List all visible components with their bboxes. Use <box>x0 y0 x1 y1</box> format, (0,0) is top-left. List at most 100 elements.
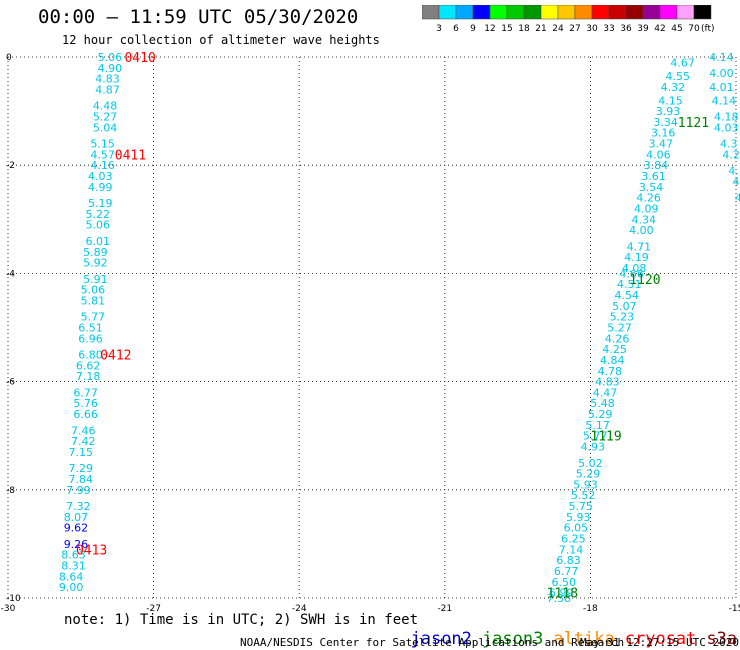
time-label: 0412 <box>100 349 131 364</box>
wave-height-value: 8.31 <box>61 560 86 573</box>
wave-height-value: 5.22 <box>86 208 111 221</box>
colorbar-tick-label: 45 <box>671 24 682 34</box>
colorbar-tick-label: 18 <box>518 24 530 34</box>
wave-height-value: 4.01 <box>709 81 734 94</box>
colorbar-tick-label: 9 <box>470 24 476 34</box>
legend-altika: altika <box>553 629 615 649</box>
wave-height-value: 5.93 <box>573 478 598 491</box>
wave-height-value: 4.34 <box>632 213 657 226</box>
wave-height-value: 6.05 <box>564 522 589 535</box>
colorbar-tick-label: 33 <box>603 24 614 34</box>
wave-height-value: 5.06 <box>81 284 106 297</box>
legend-cryosat: cryosat <box>624 629 697 649</box>
wave-height-value: 6.80 <box>78 349 103 362</box>
wave-height-value: 5.17 <box>585 419 610 432</box>
wave-height-value: 6.83 <box>556 554 581 567</box>
y-tick-label: -6 <box>6 378 15 388</box>
chart-subtitle: 12 hour collection of altimeter wave hei… <box>62 33 380 47</box>
credit-line: NOAA/NESDIS Center for Satellite Applica… <box>240 636 625 649</box>
wave-height-value: 4.06 <box>646 148 671 161</box>
wave-height-value: 4.57 <box>90 148 115 161</box>
wave-height-value: 3.84 <box>644 159 669 172</box>
wave-height-value: 5.07 <box>612 300 637 313</box>
wave-height-value: 6.77 <box>554 565 579 578</box>
chart-title: 00:00 – 11:59 UTC 05/30/2020 <box>38 6 359 28</box>
wave-height-value: 8.64 <box>59 570 84 583</box>
wave-height-value: 6.66 <box>73 408 98 421</box>
time-label: 0413 <box>76 543 107 558</box>
wave-height-value: 9.00 <box>59 581 84 594</box>
wave-height-value: 5.04 <box>93 121 118 134</box>
wave-height-value: 5.91 <box>83 273 108 286</box>
wave-height-value: 4.83 <box>95 73 120 86</box>
wave-height-value: 4.54 <box>615 289 640 302</box>
y-tick-label: -10 <box>6 594 21 604</box>
y-tick-label: 0 <box>6 53 12 63</box>
wave-height-value: 5.02 <box>578 457 603 470</box>
wave-height-value: 7.42 <box>71 435 96 448</box>
wave-height-value: 5.29 <box>576 468 601 481</box>
wave-height-value: 5.81 <box>81 294 106 307</box>
x-tick-label: -27 <box>146 604 161 614</box>
colorbar-tick-label: 42 <box>654 24 665 34</box>
wave-height-value: 8.07 <box>64 511 89 524</box>
wave-height-value: 7.38 <box>547 592 572 605</box>
wave-height-value: 5.92 <box>83 257 108 270</box>
wave-height-value: 4.90 <box>98 62 123 75</box>
wave-height-value: 6.51 <box>78 322 103 335</box>
colorbar-tick-label: 6 <box>453 24 459 34</box>
wave-height-value: 4.78 <box>598 365 623 378</box>
colorbar-tick-label: 15 <box>501 24 512 34</box>
wave-height-value: 7.84 <box>69 473 94 486</box>
y-tick-label: -4 <box>6 269 15 279</box>
wave-height-value: 4.32 <box>661 81 686 94</box>
wave-height-value: 5.77 <box>81 311 106 324</box>
wave-height-value: 7.29 <box>69 462 94 475</box>
legend-jason3: jason3 <box>481 629 544 649</box>
colorbar-tick-label: 30 <box>586 24 598 34</box>
wave-height-value: 7.99 <box>66 484 91 497</box>
wave-height-value: 7.14 <box>559 543 584 556</box>
wave-height-value: 4.55 <box>666 70 691 83</box>
wave-height-value: 6.77 <box>73 386 98 399</box>
time-label: 0411 <box>115 148 146 163</box>
wave-height-value: 7.15 <box>69 446 94 459</box>
wave-height-value: 4.2 <box>722 148 740 161</box>
colorbar-tick-label: 27 <box>569 24 580 34</box>
wave-height-value: 4.66 <box>619 267 644 280</box>
y-tick-label: -8 <box>6 486 15 496</box>
wave-height-value: 5.89 <box>83 246 108 259</box>
time-label: 1119 <box>590 430 621 445</box>
time-label: 0410 <box>124 51 155 66</box>
color-scale-legend: 3 6 9 12 15 18 21 24 27 30 33 36 39 42 45 70 (ft) <box>422 5 715 34</box>
x-tick-label: -24 <box>292 604 307 614</box>
x-tick-label: -21 <box>437 604 452 614</box>
wave-height-value: 6.96 <box>78 332 103 345</box>
wave-height-value: 7.18 <box>76 370 101 383</box>
units-note: note: 1) Time is in UTC; 2) SWH is in fe… <box>64 612 419 628</box>
legend-s3a: s3a <box>706 629 738 649</box>
wave-height-value: 6.99 <box>549 587 574 600</box>
wave-height-value: 5.06 <box>98 51 123 64</box>
wave-height-value: 9.62 <box>64 522 89 535</box>
wave-height-value: 4.00 <box>629 224 654 237</box>
wave-height-value: 3.34 <box>653 116 678 129</box>
colorbar-tick-label: 24 <box>552 24 564 34</box>
wave-height-value: 5.27 <box>93 111 118 124</box>
y-tick-label: -2 <box>6 161 15 171</box>
wave-height-value: 4.14 <box>709 51 734 64</box>
wave-height-value: 5.48 <box>590 397 615 410</box>
satellite-legend: jason2 jason3 altika cryosat s3a <box>390 609 740 649</box>
wave-height-value: 4.26 <box>636 192 661 205</box>
wave-height-value: 5.23 <box>610 311 635 324</box>
wave-height-value: 5.75 <box>568 500 593 513</box>
x-tick-label: -18 <box>583 604 598 614</box>
wave-height-value: 5.19 <box>88 197 113 210</box>
wave-height-value: 5.06 <box>86 219 111 232</box>
wave-height-value: 6.50 <box>551 576 576 589</box>
wave-height-value: 4.25 <box>602 343 627 356</box>
time-label: 1121 <box>678 116 709 131</box>
wave-height-value: 4.71 <box>627 240 652 253</box>
wave-height-value: 4.3 <box>720 138 738 151</box>
